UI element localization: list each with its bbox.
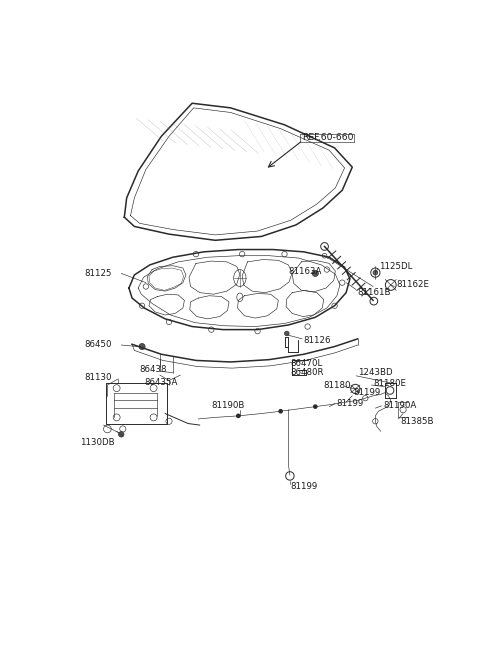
Circle shape [285,331,289,336]
Text: 86480R: 86480R [291,368,324,377]
Text: 81125: 81125 [84,269,112,278]
Text: 1243BD: 1243BD [358,368,392,377]
Text: 86438: 86438 [140,365,167,374]
Text: 81130: 81130 [84,373,112,382]
Text: 81385B: 81385B [400,417,433,426]
Circle shape [305,324,310,329]
Text: 81190B: 81190B [211,402,245,410]
Circle shape [240,252,245,257]
Circle shape [313,404,318,409]
Text: 81199: 81199 [354,388,381,398]
Text: 81199: 81199 [337,399,364,408]
Circle shape [312,271,318,276]
Circle shape [332,303,337,309]
Circle shape [119,432,124,437]
Circle shape [209,327,214,332]
Text: 1130DB: 1130DB [81,438,115,447]
Circle shape [236,413,240,418]
Circle shape [324,267,330,272]
Circle shape [255,328,260,334]
Text: 86435A: 86435A [144,378,178,387]
Text: 1125DL: 1125DL [379,262,413,271]
Circle shape [139,343,145,350]
Circle shape [372,419,378,424]
Circle shape [363,396,368,401]
Text: REF.60-660: REF.60-660 [302,134,354,142]
Text: 81162E: 81162E [396,280,429,290]
Text: 81163A: 81163A [288,267,322,276]
Text: 81190A: 81190A [383,402,416,410]
Text: 81161B: 81161B [358,288,391,297]
Circle shape [143,284,149,290]
Circle shape [278,409,283,413]
Text: 81180E: 81180E [373,379,406,388]
Text: 81180: 81180 [323,381,350,390]
Circle shape [339,280,345,286]
Circle shape [282,252,287,257]
Text: 86470L: 86470L [291,359,323,368]
Circle shape [166,319,172,325]
Text: 81199: 81199 [291,482,318,491]
Circle shape [193,252,199,257]
Circle shape [373,271,378,275]
Text: 86450: 86450 [84,340,112,348]
Text: 81126: 81126 [304,336,331,345]
Circle shape [139,303,145,309]
